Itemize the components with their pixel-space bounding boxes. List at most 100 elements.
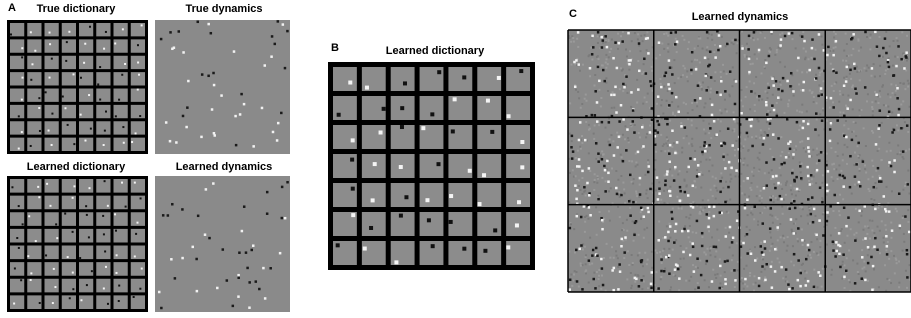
noise: [594, 179, 596, 181]
dot: [780, 38, 783, 41]
dot: [718, 287, 721, 290]
noise: [641, 73, 643, 75]
noise: [591, 263, 593, 265]
noise: [632, 262, 634, 264]
noise: [580, 263, 582, 265]
noise: [895, 90, 897, 92]
atom: [96, 196, 110, 210]
noise: [855, 208, 857, 210]
noise: [851, 86, 853, 88]
atom: [96, 39, 110, 52]
noise: [896, 37, 898, 39]
noise: [711, 236, 713, 238]
noise: [706, 49, 708, 51]
noise: [609, 51, 611, 53]
dot: [607, 180, 610, 183]
noise: [854, 184, 856, 186]
noise: [749, 108, 751, 110]
dot: [679, 186, 682, 189]
noise: [879, 90, 881, 92]
dot: [888, 111, 891, 114]
noise: [582, 64, 584, 66]
dot: [750, 125, 753, 128]
noise: [885, 69, 887, 71]
noise: [663, 85, 665, 87]
noise: [707, 75, 709, 77]
noise: [849, 281, 851, 283]
noise: [819, 90, 821, 92]
dot: [816, 169, 819, 172]
dot: [821, 119, 824, 122]
dot: [714, 56, 717, 59]
atom-dot: [497, 76, 501, 80]
noise: [644, 96, 646, 98]
noise: [684, 180, 686, 182]
noise: [838, 164, 840, 166]
atom: [131, 138, 145, 151]
dot: [785, 268, 788, 271]
noise: [676, 51, 678, 53]
atom: [27, 262, 41, 276]
atom: [27, 246, 41, 260]
noise: [907, 221, 909, 223]
noise: [733, 43, 735, 45]
noise: [627, 250, 629, 252]
dot: [651, 107, 654, 110]
noise: [742, 105, 744, 107]
atom: [448, 125, 472, 149]
noise: [760, 72, 762, 74]
noise: [609, 257, 611, 259]
dot: [748, 71, 751, 74]
dot: [678, 111, 681, 114]
atom: [62, 56, 76, 69]
noise: [790, 189, 792, 191]
noise: [575, 157, 577, 159]
noise: [607, 63, 609, 65]
noise: [753, 218, 755, 220]
noise: [575, 89, 577, 91]
dot: [643, 58, 646, 61]
noise: [864, 225, 866, 227]
dot: [875, 94, 878, 97]
noise: [902, 217, 904, 219]
noise: [688, 217, 690, 219]
dot: [694, 99, 697, 102]
noise: [609, 220, 611, 222]
dot: [802, 120, 805, 123]
dot: [884, 37, 887, 40]
noise: [747, 135, 749, 137]
noise: [579, 189, 581, 191]
noise: [847, 95, 849, 97]
atom: [27, 121, 41, 134]
noise: [890, 282, 892, 284]
dot: [639, 177, 642, 180]
noise: [640, 218, 642, 220]
dot: [618, 120, 621, 123]
atom: [79, 229, 93, 243]
noise: [732, 66, 734, 68]
noise: [892, 92, 894, 94]
noise: [892, 40, 894, 42]
noise: [697, 267, 699, 269]
noise: [822, 80, 824, 82]
dot: [597, 152, 600, 155]
dot: [186, 106, 189, 109]
noise: [890, 237, 892, 239]
atom-dot: [363, 247, 367, 251]
noise: [703, 251, 705, 253]
noise: [680, 122, 682, 124]
noise: [851, 193, 853, 195]
noise: [686, 171, 688, 173]
noise: [769, 196, 771, 198]
noise: [710, 189, 712, 191]
noise: [625, 48, 627, 50]
dot: [771, 104, 774, 107]
noise: [783, 199, 785, 201]
noise: [637, 254, 639, 256]
noise: [707, 86, 709, 88]
noise: [821, 44, 823, 46]
atom-dot: [140, 197, 142, 199]
noise: [837, 142, 839, 144]
noise: [708, 211, 710, 213]
noise: [826, 120, 828, 122]
